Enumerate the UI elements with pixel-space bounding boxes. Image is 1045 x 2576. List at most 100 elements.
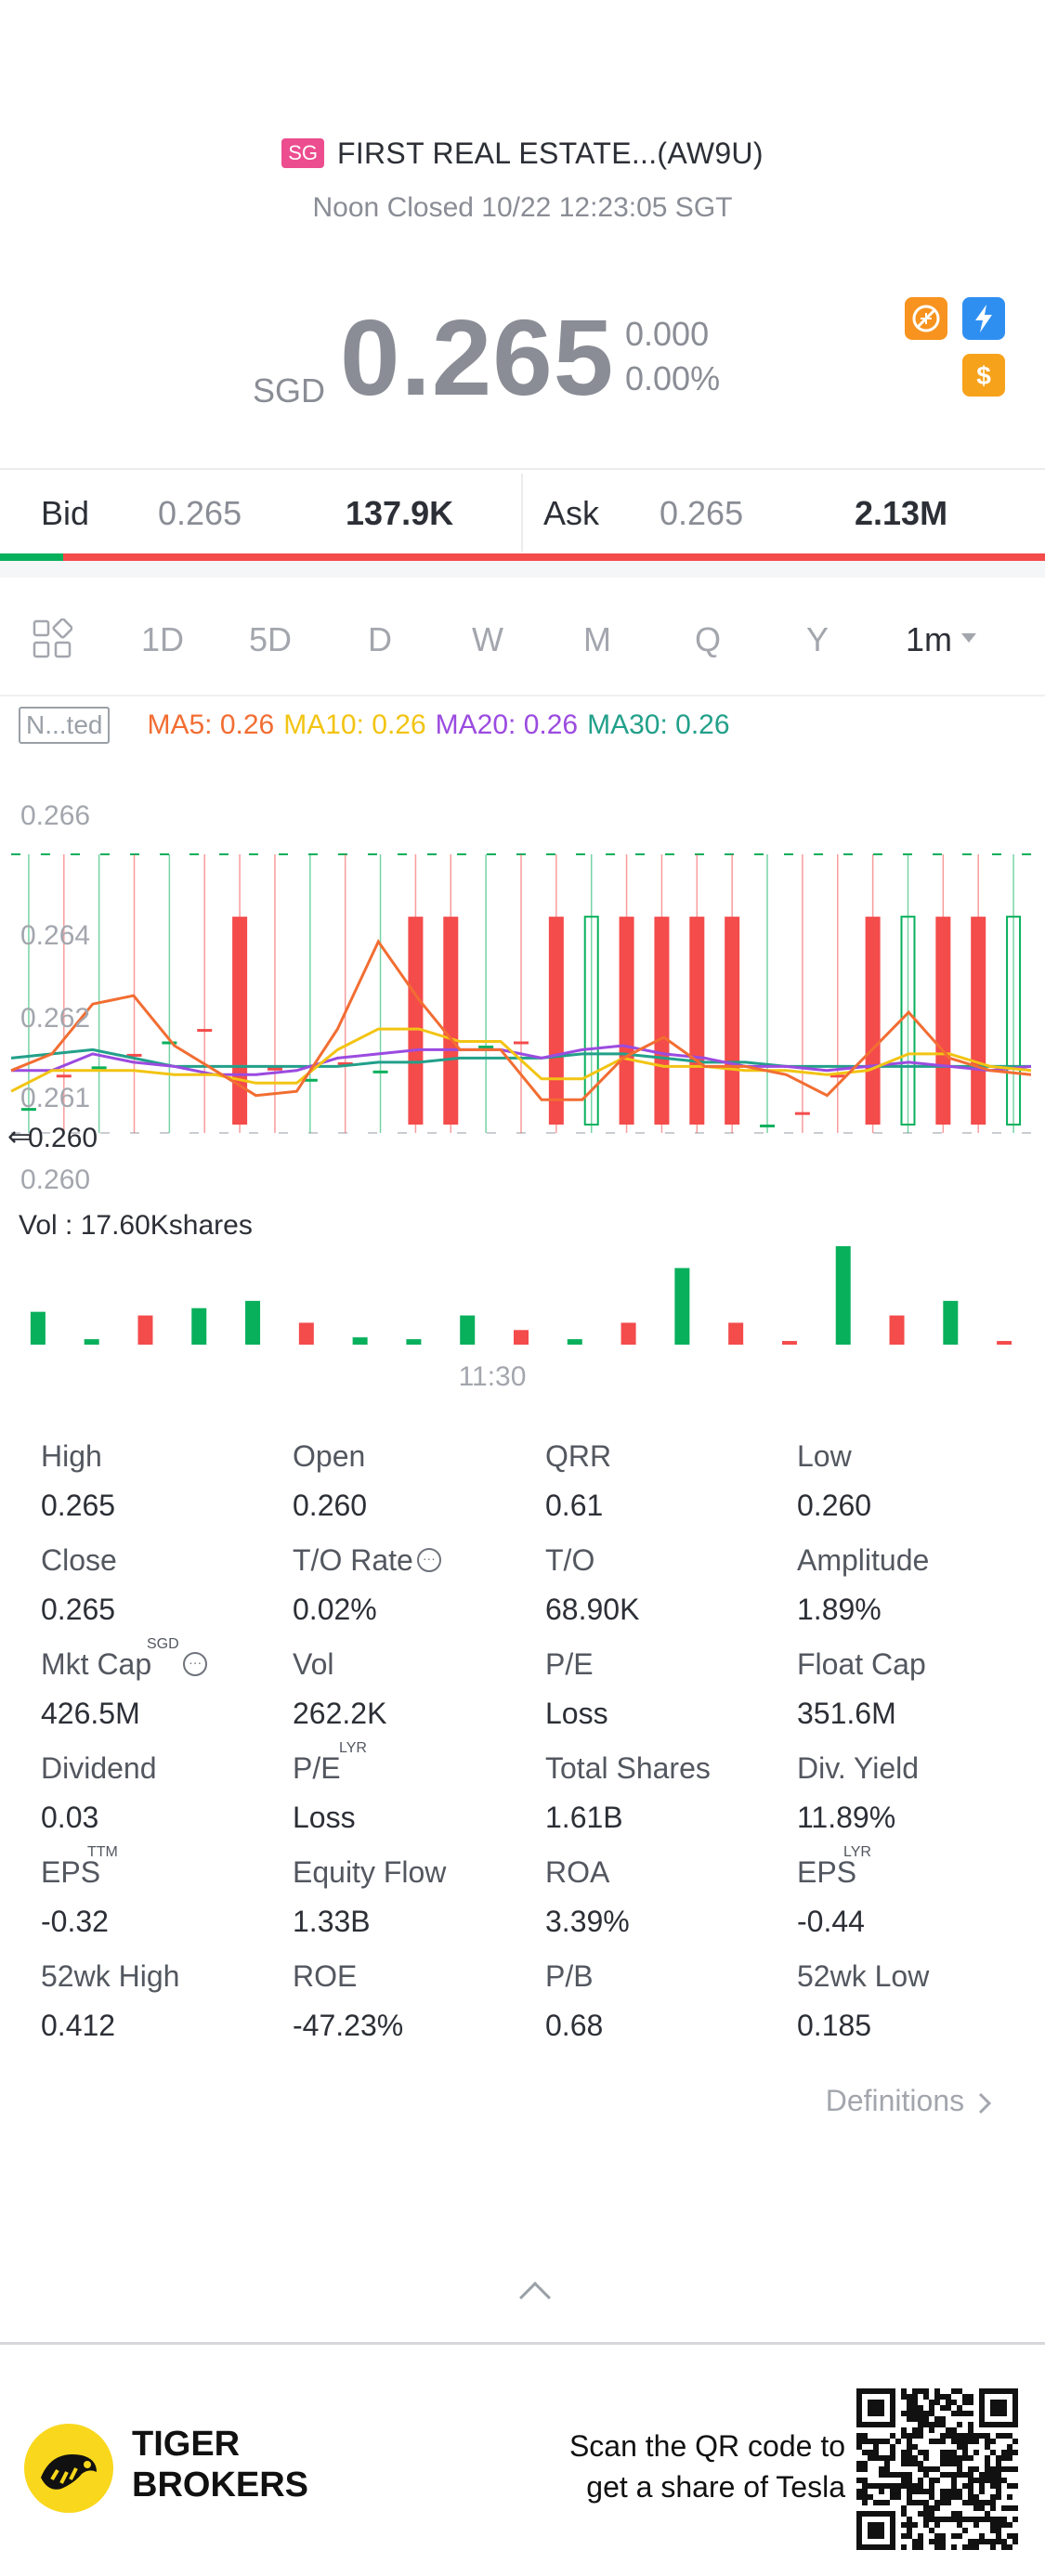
volume-bar — [781, 1341, 797, 1345]
ask-price: 0.265 — [660, 494, 744, 532]
chart-layout-icon[interactable] — [32, 618, 73, 659]
volume-bar — [943, 1300, 959, 1345]
stat-label: 52wk High — [41, 1959, 282, 1994]
volume-bar — [620, 1322, 636, 1345]
stat-label-text: P/E — [293, 1751, 341, 1785]
stat-label: T/O — [545, 1543, 787, 1578]
stat-label: High — [41, 1439, 282, 1474]
stat-value: 0.260 — [293, 1489, 368, 1522]
qr-code[interactable] — [856, 2388, 1018, 2550]
market-status: Noon Closed 10/22 12:23:05 SGT — [312, 192, 733, 223]
stat-item: 52wk Low 0.185 — [797, 1959, 1038, 2043]
stat-item: Total Shares 1.61B — [545, 1751, 787, 1835]
y-tick-label: 0.266 — [20, 800, 90, 831]
stat-label: P/E — [545, 1647, 787, 1682]
stat-item: High 0.265 — [41, 1439, 282, 1523]
stat-item: ROE -47.23% — [293, 1959, 534, 2043]
price-area: SGD 0.265 0.000 0.00% — [0, 302, 1045, 423]
ask-volume: 2.13M — [855, 494, 948, 532]
chevron-up-icon[interactable] — [519, 2282, 551, 2313]
no-short-icon[interactable] — [905, 297, 947, 340]
ma10-value: MA10: 0.26 — [283, 709, 426, 740]
tab-1d[interactable]: 1D — [141, 620, 185, 658]
stat-label-text: P/B — [545, 1959, 594, 1993]
candle — [372, 1070, 388, 1073]
stat-item: Dividend 0.03 — [41, 1751, 282, 1835]
candle — [794, 1112, 810, 1115]
candle — [760, 1125, 776, 1128]
volume-bar — [352, 1337, 368, 1345]
candle — [302, 1078, 318, 1082]
stat-value: 0.68 — [545, 2009, 604, 2042]
stat-label: Open — [293, 1439, 534, 1474]
candle — [619, 917, 634, 1125]
candle — [689, 917, 705, 1125]
stat-item: P/B 0.68 — [545, 1959, 787, 2043]
stat-label-text: P/E — [545, 1647, 594, 1681]
stat-label: Amplitude — [797, 1543, 1038, 1578]
stat-label-text: Dividend — [41, 1751, 157, 1785]
volume-bar — [889, 1315, 905, 1345]
stat-label: EPS LYR — [797, 1844, 1038, 1890]
stat-label-superscript: LYR — [843, 1844, 871, 1860]
currency-label: SGD — [253, 371, 326, 410]
price-chart[interactable]: 0.266 0.264 0.262 0.261 0.260 0.260 ⇐ Vo… — [0, 789, 1045, 1402]
scan-line-1: Scan the QR code to — [568, 2429, 845, 2463]
candle — [408, 917, 424, 1125]
definitions-link[interactable]: Definitions — [826, 2084, 995, 2118]
stat-label-text: EPS — [41, 1855, 101, 1889]
stat-label: T/O Rate ··· — [293, 1543, 534, 1578]
tab-5d[interactable]: 5D — [249, 620, 293, 658]
stat-label-text: Float Cap — [797, 1647, 926, 1681]
flash-icon[interactable] — [962, 297, 1005, 340]
stat-label: Div. Yield — [797, 1751, 1038, 1786]
stat-value: 0.412 — [41, 2009, 116, 2042]
stat-value: 1.89% — [797, 1593, 882, 1626]
volume-bar — [406, 1339, 422, 1345]
stat-value: Loss — [545, 1697, 608, 1730]
stat-item: P/E Loss — [545, 1647, 787, 1731]
stat-item: Low 0.260 — [797, 1439, 1038, 1523]
stock-name[interactable]: FIRST REAL ESTATE...(AW9U) — [336, 136, 764, 170]
info-icon[interactable]: ··· — [183, 1651, 208, 1676]
info-icon[interactable]: ··· — [416, 1547, 441, 1572]
stat-item: EPS LYR -0.44 — [797, 1844, 1038, 1939]
stat-value: -47.23% — [293, 2009, 404, 2042]
candle — [514, 1041, 529, 1045]
stat-label: Mkt Cap SGD ··· — [41, 1636, 282, 1682]
stat-label-text: ROA — [545, 1855, 610, 1889]
bid-price: 0.265 — [158, 494, 242, 532]
candle — [971, 917, 986, 1125]
tab-m[interactable]: M — [583, 620, 611, 658]
stat-item: T/O 68.90K — [545, 1543, 787, 1627]
volume-bar — [84, 1339, 99, 1345]
tab-q[interactable]: Q — [695, 620, 722, 658]
tab-1m-dropdown[interactable]: 1m — [906, 620, 977, 659]
tab-y[interactable]: Y — [806, 620, 829, 658]
tab-w[interactable]: W — [472, 620, 503, 658]
stat-value: 3.39% — [545, 1905, 630, 1938]
brand-name: TIGER BROKERS — [132, 2424, 308, 2505]
candle — [829, 1074, 845, 1078]
stat-label: Total Shares — [545, 1751, 787, 1786]
candle — [162, 1041, 177, 1045]
adjustment-chip[interactable]: N...ted — [19, 707, 111, 744]
tab-d[interactable]: D — [368, 620, 392, 658]
volume-bar — [514, 1330, 529, 1345]
ask-label: Ask — [543, 494, 600, 532]
y-tick-label: 0.262 — [20, 1003, 90, 1034]
volume-bar — [997, 1341, 1012, 1345]
stat-label-text: 52wk High — [41, 1959, 180, 1993]
stat-value: -0.44 — [797, 1905, 865, 1938]
stat-item: Equity Flow 1.33B — [293, 1855, 534, 1939]
stat-label-text: ROE — [293, 1959, 358, 1993]
stat-item: Mkt Cap SGD ··· 426.5M — [41, 1636, 282, 1731]
ma30-value: MA30: 0.26 — [587, 709, 730, 740]
stat-item: QRR 0.61 — [545, 1439, 787, 1523]
bid-ask-bar[interactable]: Bid 0.265 137.9K Ask 0.265 2.13M — [0, 470, 1045, 555]
candle — [20, 1108, 36, 1112]
volume-bar — [674, 1268, 690, 1345]
dollar-icon[interactable]: $ — [962, 354, 1005, 397]
stat-label-text: Total Shares — [545, 1751, 711, 1785]
stat-label: Equity Flow — [293, 1855, 534, 1890]
